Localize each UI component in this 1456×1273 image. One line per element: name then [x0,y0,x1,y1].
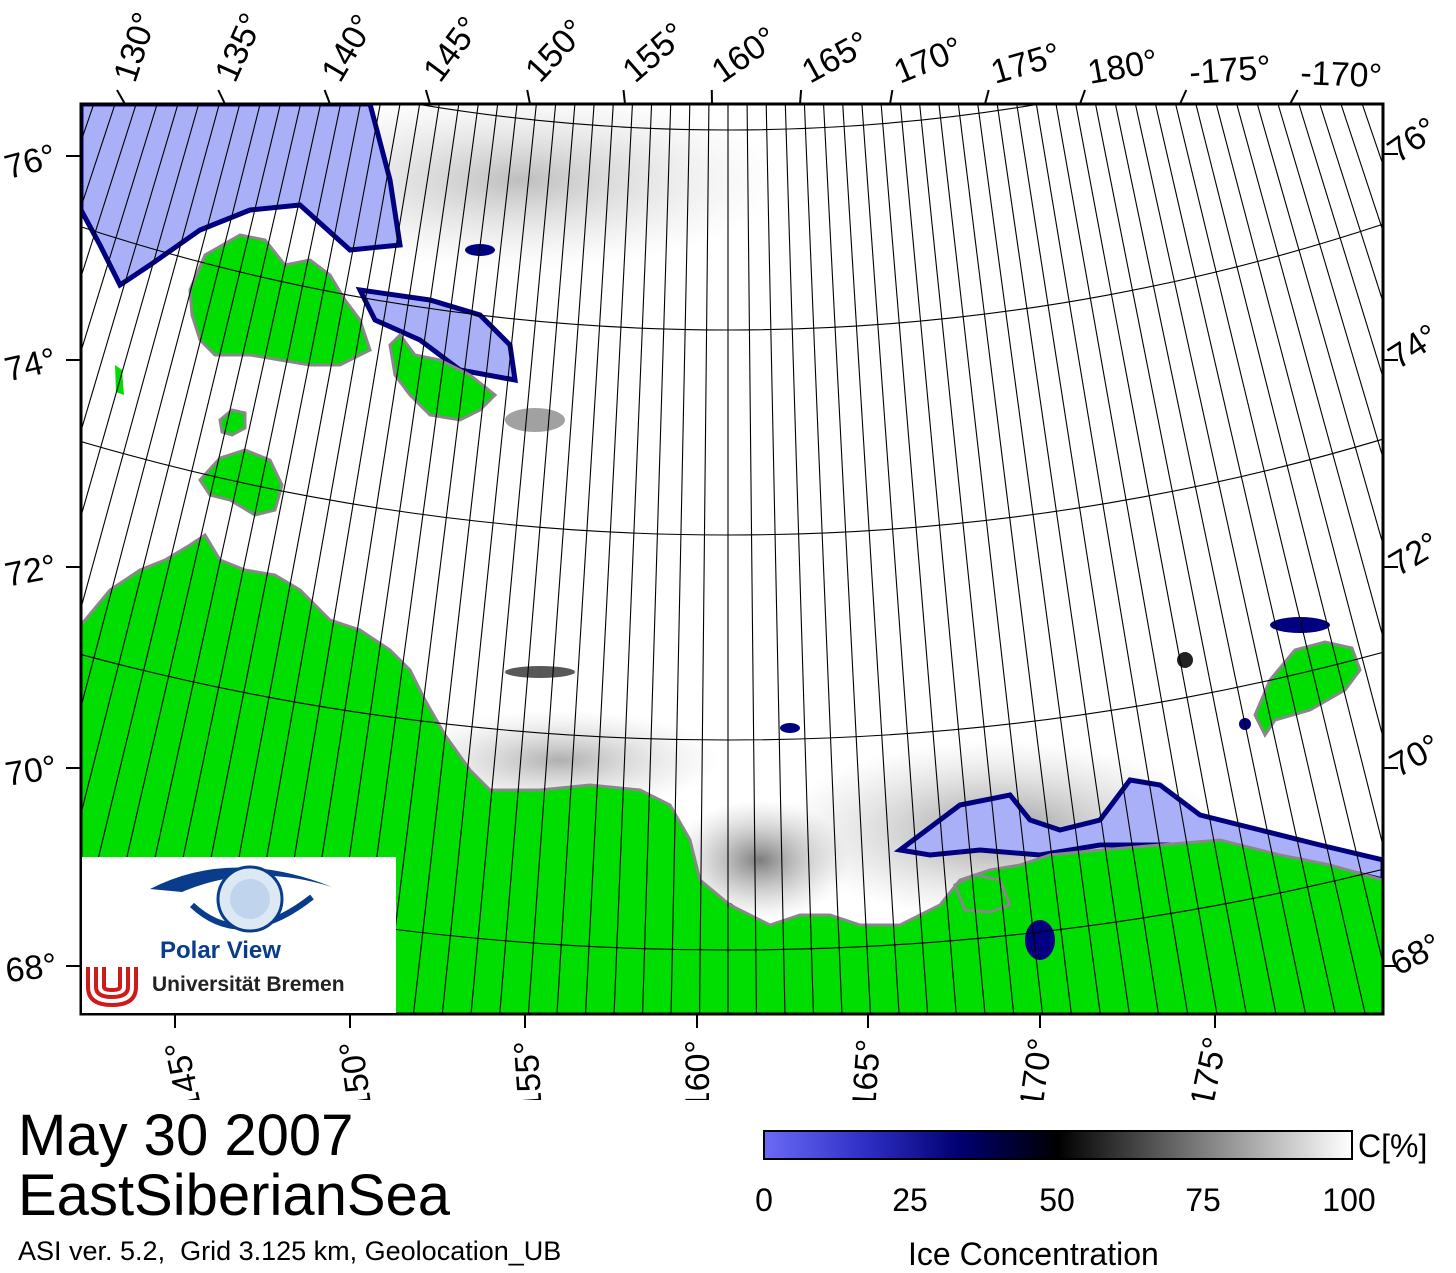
colorbar-tick: 100 [1309,1182,1389,1219]
colorbar-tick: 25 [870,1182,950,1219]
ice-speck [505,666,575,678]
top-longitude-label: 135° [208,8,271,88]
tick-mark [890,90,892,104]
map-region: EastSiberianSea [18,1166,450,1226]
top-longitude-label: 150° [518,12,594,89]
top-longitude-label: 145° [416,10,488,89]
tick-mark [117,90,125,104]
top-longitude-label: 175° [987,36,1065,92]
left-latitude-label: 68° [3,946,59,990]
top-longitude-label: 155° [615,15,693,90]
top-longitude-label: 170° [889,29,969,91]
right-latitude-label: 72° [1383,525,1447,584]
logo-institution: Universität Bremen [152,973,345,997]
left-latitude-label: 76° [1,137,61,187]
bottom-longitude-label: 145° [158,1038,210,1100]
ice-speck [780,723,800,733]
top-longitude-label: 160° [705,19,784,90]
bottom-longitude-label: 150° [332,1039,379,1100]
tick-mark [325,90,330,104]
bottom-longitude-label: 155° [507,1039,550,1100]
colorbar-title: Ice Concentration [908,1236,1159,1273]
bottom-longitude-label: 175° [1183,1034,1235,1100]
tick-mark [527,90,530,104]
tick-mark [1290,90,1298,104]
left-latitude-label: 74° [1,341,60,390]
colorbar-tick: 75 [1163,1182,1243,1219]
logo-title: Polar View [160,937,281,965]
map-metadata: ASI ver. 5.2, Grid 3.125 km, Geolocation… [18,1236,561,1266]
colorbar-unit: C[%] [1358,1128,1427,1165]
right-latitude-label: 70° [1383,727,1446,785]
ice-speck [1025,920,1055,960]
right-latitude-label: 76° [1381,110,1445,171]
top-longitude-label: -175° [1188,49,1272,92]
left-latitude-label: 70° [3,748,60,794]
top-longitude-label: 130° [106,8,164,87]
right-latitude-label: 68° [1384,926,1447,983]
tick-mark [1180,90,1186,104]
top-longitude-label: 140° [314,8,382,88]
bottom-longitude-label: 165° [845,1038,888,1100]
tick-mark [426,90,430,104]
bottom-longitude-label: 160° [679,1040,717,1100]
tick-mark [985,90,989,104]
tick-mark [624,90,626,104]
tick-mark [218,90,225,104]
polar-view-logo: Polar View Universität Bremen [82,857,396,1013]
colorbar-tick: 0 [724,1182,804,1219]
ice-speck [505,408,565,432]
top-longitude-label: 165° [796,24,876,91]
right-latitude-label: 74° [1382,317,1446,377]
top-longitude-label: -170° [1300,54,1383,95]
colorbar-tick: 50 [1017,1182,1097,1219]
colorbar [763,1130,1353,1160]
tick-mark [800,90,801,104]
map-date: May 30 2007 [18,1108,353,1164]
bottom-longitude-label: 170° [1013,1036,1060,1100]
top-longitude-label: 180° [1085,42,1161,92]
uni-bremen-icon [88,967,136,1005]
left-latitude-label: 72° [2,548,60,595]
tick-mark [1080,90,1085,104]
